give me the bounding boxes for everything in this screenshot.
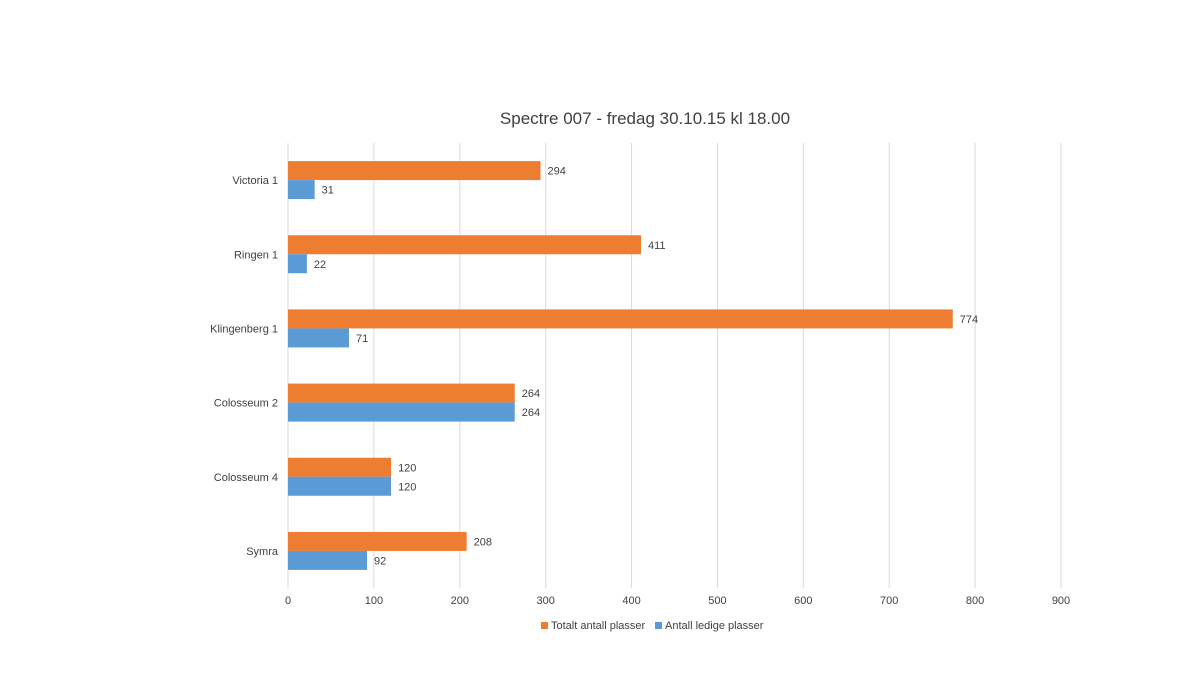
x-tick-label: 900	[1052, 595, 1070, 607]
bar-available	[288, 328, 349, 348]
x-tick-label: 800	[966, 595, 984, 607]
data-label: 774	[960, 314, 978, 326]
bar-total	[288, 383, 515, 403]
data-label: 264	[522, 407, 540, 419]
legend-label: Totalt antall plasser	[551, 620, 645, 632]
x-tick-label: 100	[365, 595, 383, 607]
bar-available	[288, 254, 307, 274]
data-label: 294	[548, 166, 566, 178]
bar-available	[288, 476, 392, 496]
bars	[288, 161, 953, 570]
data-label: 208	[474, 536, 492, 548]
legend-swatch	[541, 622, 548, 629]
category-label: Colosseum 4	[214, 472, 278, 484]
data-label: 92	[374, 555, 386, 567]
x-tick-label: 400	[622, 595, 640, 607]
bar-total	[288, 161, 541, 181]
data-label: 120	[398, 462, 416, 474]
bar-total	[288, 531, 467, 551]
bar-available	[288, 180, 315, 200]
legend-swatch	[655, 622, 662, 629]
data-labels: 294 31 411 22 774 71 264 264 120 120 208 92	[314, 166, 978, 568]
data-label: 411	[648, 240, 666, 252]
x-tick-label: 200	[451, 595, 469, 607]
gridlines	[287, 143, 1062, 588]
data-label: 31	[322, 185, 334, 197]
x-tick-label: 600	[794, 595, 812, 607]
legend: Totalt antall plasser Antall ledige plass…	[541, 620, 764, 632]
tick-labels: 0 100 200 300 400 500 600 700 800 900	[285, 595, 1070, 607]
x-tick-label: 500	[708, 595, 726, 607]
category-label: Klingenberg 1	[210, 323, 278, 335]
data-label: 264	[522, 388, 540, 400]
legend-label: Antall ledige plasser	[665, 620, 764, 632]
x-tick-label: 700	[880, 595, 898, 607]
bar-total	[288, 457, 392, 477]
data-label: 71	[356, 333, 368, 345]
category-label: Colosseum 2	[214, 398, 278, 410]
bar-total	[288, 235, 642, 255]
data-label: 120	[398, 481, 416, 493]
x-tick-label: 300	[536, 595, 554, 607]
data-label: 22	[314, 259, 326, 271]
category-label: Victoria 1	[232, 175, 278, 187]
bar-available	[288, 550, 368, 570]
chart-title: Spectre 007 - fredag 30.10.15 kl 18.00	[500, 109, 790, 128]
category-label: Symra	[246, 546, 279, 558]
bar-available	[288, 402, 515, 422]
x-tick-label: 0	[285, 595, 291, 607]
bar-total	[288, 309, 953, 329]
category-labels: Victoria 1 Ringen 1 Klingenberg 1 Colosseum…	[210, 175, 279, 558]
category-label: Ringen 1	[234, 249, 278, 261]
